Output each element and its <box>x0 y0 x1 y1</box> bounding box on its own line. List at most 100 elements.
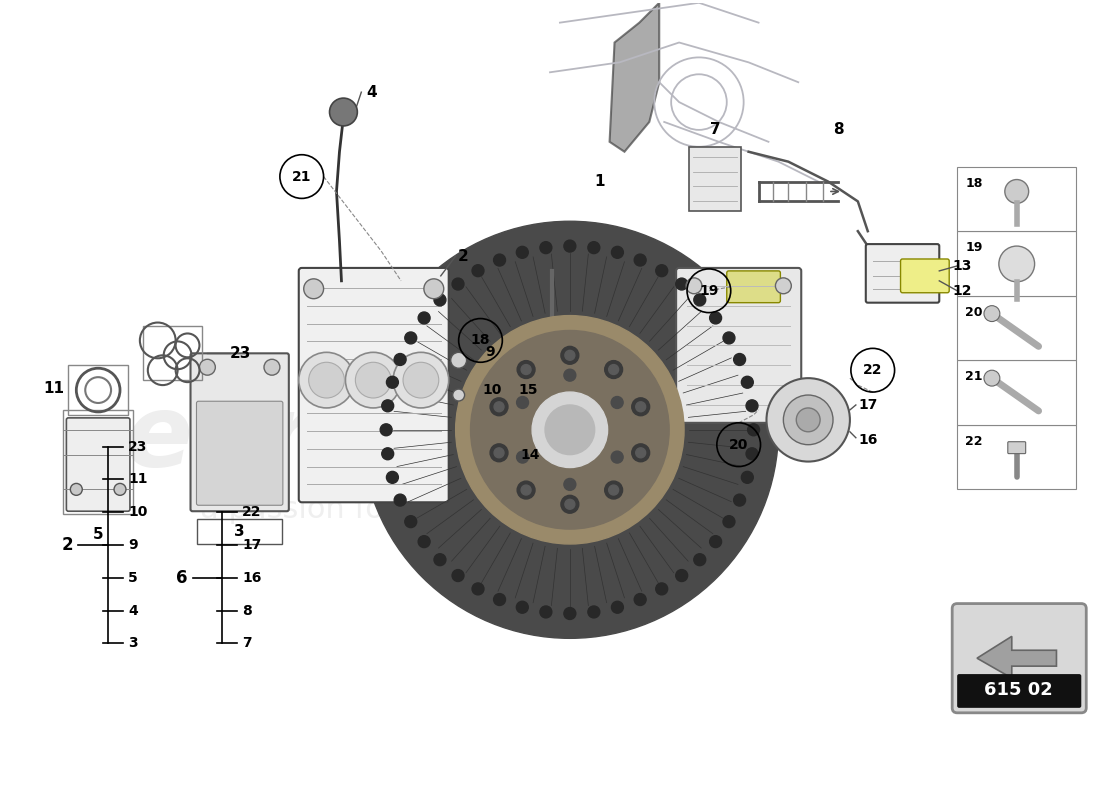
Text: 11: 11 <box>128 473 147 486</box>
Text: 1: 1 <box>594 174 605 189</box>
Text: 8: 8 <box>833 122 844 138</box>
Circle shape <box>309 362 344 398</box>
Circle shape <box>984 306 1000 322</box>
Text: 15: 15 <box>518 383 538 397</box>
Circle shape <box>612 602 624 614</box>
Text: 16: 16 <box>858 433 878 446</box>
Circle shape <box>491 444 508 462</box>
Circle shape <box>304 279 323 298</box>
Text: a passion for parts since 1985: a passion for parts since 1985 <box>200 494 661 524</box>
Text: 18: 18 <box>471 334 491 347</box>
Circle shape <box>694 554 706 566</box>
Circle shape <box>723 332 735 344</box>
Text: 23: 23 <box>230 346 251 361</box>
Circle shape <box>424 279 443 298</box>
Text: 8: 8 <box>242 603 252 618</box>
FancyBboxPatch shape <box>66 418 130 511</box>
Circle shape <box>521 485 531 495</box>
Circle shape <box>517 397 528 409</box>
Circle shape <box>783 395 833 445</box>
Text: 17: 17 <box>858 398 878 412</box>
Circle shape <box>393 352 449 408</box>
FancyBboxPatch shape <box>953 603 1087 713</box>
Circle shape <box>710 536 722 547</box>
Circle shape <box>608 365 618 374</box>
Circle shape <box>405 516 417 528</box>
Circle shape <box>636 402 646 412</box>
Text: 4: 4 <box>366 85 376 100</box>
Circle shape <box>605 361 623 378</box>
Text: 5: 5 <box>92 526 103 542</box>
Circle shape <box>517 361 535 378</box>
Circle shape <box>199 359 216 375</box>
Circle shape <box>561 346 579 364</box>
Circle shape <box>564 370 575 381</box>
Polygon shape <box>609 2 659 152</box>
Circle shape <box>675 570 688 582</box>
FancyBboxPatch shape <box>190 354 289 511</box>
Circle shape <box>405 332 417 344</box>
Circle shape <box>434 294 446 306</box>
Circle shape <box>70 483 82 495</box>
Circle shape <box>494 254 506 266</box>
Circle shape <box>1004 179 1028 203</box>
Text: 2: 2 <box>62 536 74 554</box>
Circle shape <box>565 350 575 360</box>
Circle shape <box>746 400 758 412</box>
Text: 19: 19 <box>700 284 718 298</box>
Circle shape <box>451 352 466 368</box>
Circle shape <box>418 536 430 547</box>
Circle shape <box>694 294 706 306</box>
Text: 7: 7 <box>710 122 720 138</box>
Circle shape <box>472 583 484 595</box>
Text: 13: 13 <box>953 259 971 273</box>
Circle shape <box>540 242 552 254</box>
FancyBboxPatch shape <box>957 360 1076 425</box>
Circle shape <box>532 392 607 467</box>
Text: 9: 9 <box>485 346 495 359</box>
Circle shape <box>564 607 575 619</box>
Circle shape <box>418 312 430 324</box>
Circle shape <box>517 451 528 463</box>
Circle shape <box>612 397 623 409</box>
FancyBboxPatch shape <box>957 674 1081 708</box>
Circle shape <box>748 424 759 436</box>
Circle shape <box>516 602 528 614</box>
Circle shape <box>587 242 600 254</box>
Circle shape <box>631 398 650 416</box>
Circle shape <box>635 254 646 266</box>
FancyBboxPatch shape <box>957 296 1076 360</box>
Circle shape <box>452 570 464 582</box>
Circle shape <box>656 583 668 595</box>
Text: 23: 23 <box>128 440 147 454</box>
Circle shape <box>675 278 688 290</box>
Text: 5: 5 <box>128 570 138 585</box>
Circle shape <box>434 554 446 566</box>
Circle shape <box>381 424 392 436</box>
Circle shape <box>723 516 735 528</box>
Circle shape <box>521 365 531 374</box>
Circle shape <box>452 278 464 290</box>
Circle shape <box>686 278 702 294</box>
Text: 21: 21 <box>292 170 311 183</box>
Circle shape <box>517 481 535 499</box>
Circle shape <box>746 448 758 460</box>
Text: 7: 7 <box>242 636 252 650</box>
Circle shape <box>656 265 668 277</box>
Text: 19: 19 <box>965 241 982 254</box>
Circle shape <box>394 494 406 506</box>
Circle shape <box>453 389 464 401</box>
FancyBboxPatch shape <box>1008 442 1025 454</box>
Circle shape <box>741 376 754 388</box>
Circle shape <box>471 330 669 529</box>
Circle shape <box>544 405 595 454</box>
Circle shape <box>386 471 398 483</box>
Text: 10: 10 <box>483 383 502 397</box>
Circle shape <box>299 352 354 408</box>
Text: 615 02: 615 02 <box>984 681 1053 699</box>
Polygon shape <box>977 636 1056 678</box>
Text: 20: 20 <box>965 306 982 318</box>
FancyBboxPatch shape <box>197 402 283 506</box>
Circle shape <box>631 444 650 462</box>
Circle shape <box>734 354 746 366</box>
